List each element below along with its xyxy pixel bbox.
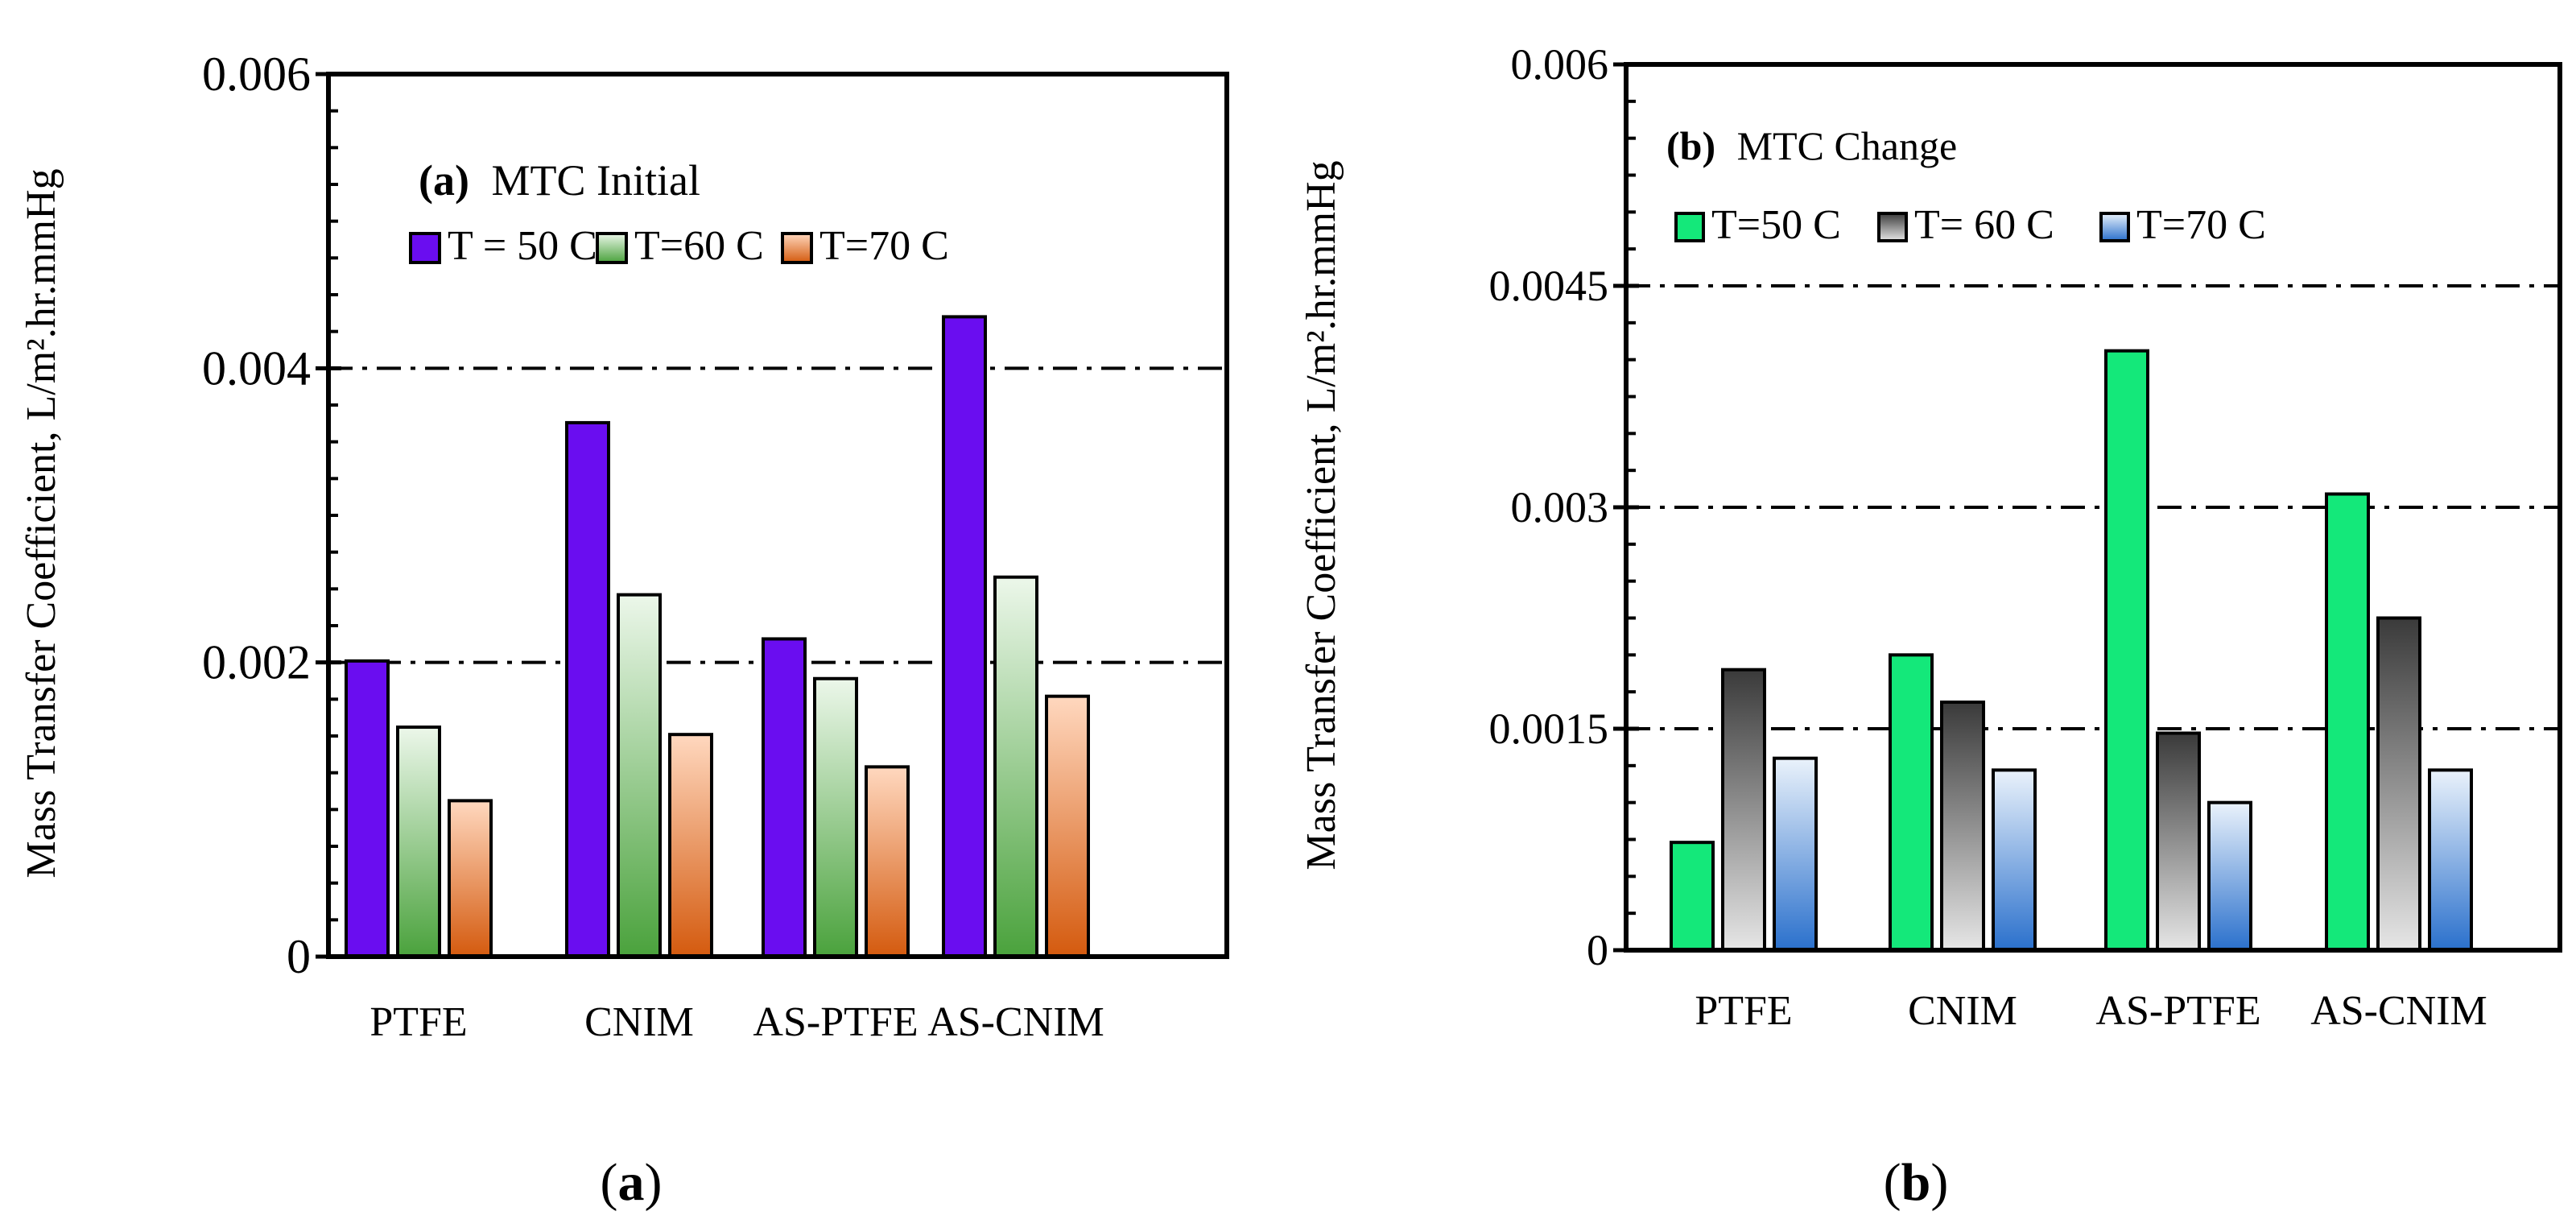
- y-tick-labels-b: 0 0.0015 0.003 0.0045 0.006: [1489, 40, 1609, 974]
- legend-b: T=50 C T= 60 C T=70 C: [1674, 202, 2266, 248]
- y-tick-label-a-3: 0.006: [202, 48, 311, 101]
- legend-label-a-1: T=60 C: [634, 223, 764, 269]
- x-tick-label-a-0: PTFE: [369, 999, 467, 1045]
- bar-a-cnim-s1: [617, 593, 662, 958]
- bar-a-cnim-s2: [668, 733, 713, 958]
- x-tick-label-a-1: CNIM: [584, 999, 694, 1045]
- bar-a-as-ptfe-s2: [865, 765, 910, 958]
- chart-panel-b: 0 0.0015 0.003 0.0045 0.006 PTFE CNIM AS-PTFE A…: [1298, 40, 2562, 1212]
- legend-swatch-b-2: [2099, 212, 2130, 242]
- panel-title-a: (a) MTC Initial: [419, 156, 700, 205]
- bar-a-ptfe-s1: [396, 726, 441, 958]
- legend-label-b-2: T=70 C: [2136, 202, 2266, 248]
- bar-b-cnim-s0: [1889, 653, 1934, 952]
- legend-label-b-0: T=50 C: [1711, 202, 1841, 248]
- bar-b-ptfe-s0: [1670, 841, 1715, 952]
- bar-b-as-ptfe-s1: [2156, 731, 2201, 952]
- bar-b-ptfe-s1: [1721, 668, 1766, 953]
- legend-swatch-b-1: [1877, 212, 1908, 242]
- y-tick-label-a-1: 0.002: [202, 636, 311, 689]
- panel-title-a-bold: (a): [419, 156, 469, 205]
- bar-b-cnim-s1: [1940, 701, 1985, 952]
- bar-a-cnim-s0: [565, 420, 610, 958]
- panel-title-b-text: MTC Change: [1737, 123, 1958, 168]
- x-tick-labels-b: PTFE CNIM AS-PTFE AS-CNIM: [1695, 988, 2487, 1034]
- panel-title-b: (b) MTC Change: [1666, 123, 1957, 168]
- caption-b-letter: b: [1901, 1153, 1931, 1212]
- x-tick-label-a-2: AS-PTFE: [753, 999, 918, 1045]
- caption-a-letter: a: [618, 1153, 645, 1212]
- legend-label-a-2: T=70 C: [819, 223, 949, 269]
- y-axis-label-a: Mass Transfer Coefficient, L/m².hr.mmHg: [19, 168, 64, 878]
- bar-b-as-ptfe-s0: [2104, 349, 2149, 952]
- legend-swatch-a-0: [409, 232, 441, 264]
- bar-b-cnim-s2: [1992, 768, 2037, 952]
- y-ticks-b: [1613, 62, 1639, 953]
- y-tick-label-b-0: 0: [1587, 926, 1608, 974]
- legend-swatch-a-1: [596, 232, 628, 264]
- legend-label-a-0: T = 50 C: [448, 223, 597, 269]
- y-tick-label-b-3: 0.0045: [1489, 262, 1609, 310]
- panel-title-a-text: MTC Initial: [491, 156, 700, 205]
- x-tick-label-b-0: PTFE: [1695, 988, 1792, 1034]
- legend-label-b-1: T= 60 C: [1914, 202, 2054, 248]
- legend-swatch-b-0: [1674, 212, 1705, 242]
- bar-a-ptfe-s0: [345, 659, 390, 959]
- bar-b-as-cnim-s2: [2428, 768, 2473, 952]
- panel-title-b-bold: (b): [1666, 123, 1715, 168]
- x-tick-labels-a: PTFE CNIM AS-PTFE AS-CNIM: [369, 999, 1104, 1045]
- y-tick-labels-a: 0 0.002 0.004 0.006: [202, 48, 311, 983]
- x-tick-label-b-3: AS-CNIM: [2310, 988, 2487, 1034]
- bar-a-ptfe-s2: [448, 799, 493, 959]
- y-tick-label-a-2: 0.004: [202, 341, 311, 395]
- y-tick-label-b-1: 0.0015: [1489, 705, 1609, 753]
- x-tick-label-a-3: AS-CNIM: [927, 999, 1104, 1045]
- caption-b: (b): [1884, 1153, 1949, 1212]
- y-tick-label-b-4: 0.006: [1511, 40, 1609, 89]
- bar-a-as-ptfe-s0: [762, 637, 807, 958]
- bar-b-as-cnim-s1: [2376, 616, 2421, 952]
- gridlines-a: [328, 366, 1227, 664]
- bar-a-as-cnim-s0: [942, 315, 987, 958]
- legend-a: T = 50 C T=60 C T=70 C: [409, 223, 949, 269]
- caption-a: (a): [601, 1153, 663, 1212]
- y-tick-label-b-2: 0.003: [1511, 483, 1609, 531]
- legend-swatch-a-2: [781, 232, 813, 264]
- y-tick-label-a-0: 0: [287, 930, 311, 983]
- x-tick-label-b-1: CNIM: [1908, 988, 2017, 1034]
- bars-b: [1670, 349, 2473, 953]
- bar-a-as-cnim-s1: [993, 575, 1038, 958]
- bars-a: [345, 315, 1090, 959]
- y-ticks-a: [316, 72, 341, 959]
- bar-b-as-cnim-s0: [2325, 492, 2370, 952]
- bar-a-as-ptfe-s1: [813, 676, 858, 958]
- y-axis-label-b: Mass Transfer Coefficient, L/m².hr.mmHg: [1298, 160, 1344, 870]
- bar-b-ptfe-s2: [1773, 756, 1818, 953]
- bar-b-as-ptfe-s2: [2207, 800, 2252, 953]
- bar-a-as-cnim-s2: [1045, 694, 1090, 958]
- x-tick-label-b-2: AS-PTFE: [2095, 988, 2260, 1034]
